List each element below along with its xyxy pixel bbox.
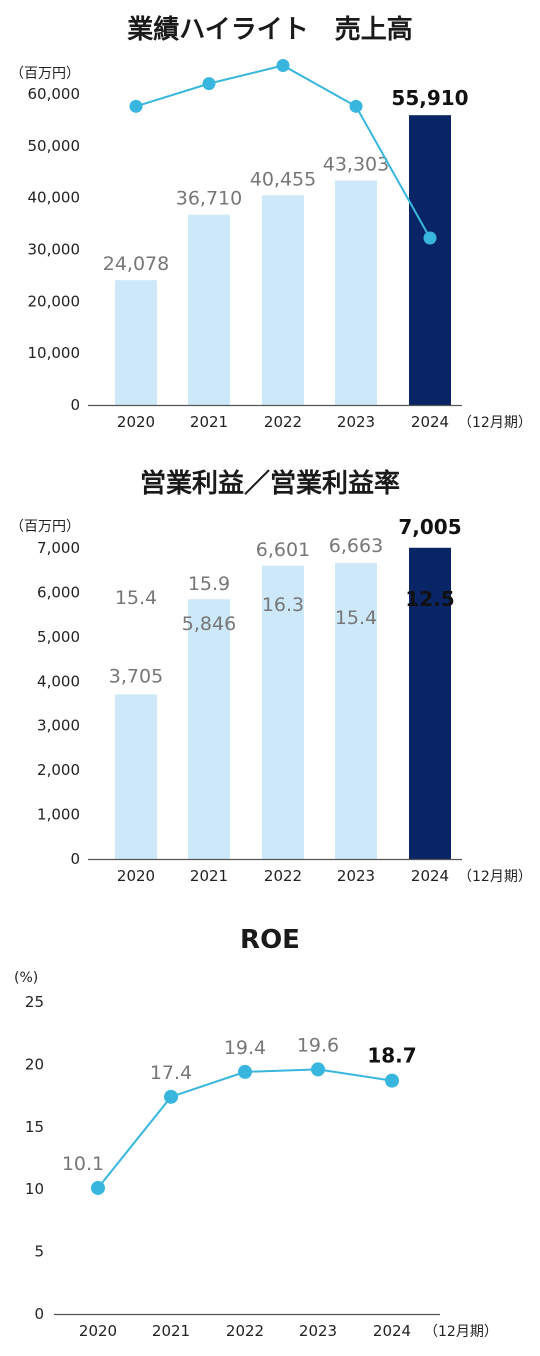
operating-margin-point: [349, 99, 363, 113]
roe-category-label: 2022: [226, 1322, 264, 1340]
sales-category-label: 2024: [411, 413, 449, 431]
operating-profit-category-label: 2022: [264, 867, 302, 885]
sales-chart-title: 業績ハイライト 売上高: [127, 14, 412, 45]
operating-profit-ytick-label: 2,000: [37, 761, 80, 779]
sales-ytick-label: 60,000: [28, 85, 81, 103]
operating-profit-unit-label: （百万円）: [10, 519, 80, 535]
operating-margin-label: 12.5: [405, 587, 454, 611]
operating-margin-point: [276, 58, 290, 72]
operating-margin-point: [202, 77, 216, 91]
sales-ytick-label: 20,000: [28, 292, 81, 310]
roe-ytick-label: 0: [34, 1305, 44, 1323]
roe-value-label: 18.7: [367, 1044, 416, 1068]
sales-value-label: 55,910: [391, 86, 468, 110]
sales-bar-2021: [188, 214, 230, 405]
operating-profit-bar-2020: [115, 694, 157, 859]
sales-chart: 業績ハイライト 売上高 （百万円） （12月期） 0 10,000 20,000 30…: [10, 14, 532, 431]
roe-value-label: 19.4: [224, 1037, 266, 1059]
sales-category-label: 2022: [264, 413, 302, 431]
roe-point: [238, 1064, 252, 1079]
operating-profit-value-label: 3,705: [109, 665, 163, 687]
operating-profit-category-label: 2021: [190, 867, 228, 885]
operating-margin-point: [423, 231, 437, 245]
roe-chart-title: ROE: [240, 925, 300, 955]
sales-ytick-label: 50,000: [28, 137, 81, 155]
sales-value-label: 36,710: [176, 188, 242, 210]
operating-profit-value-label: 6,663: [329, 535, 383, 557]
operating-profit-ytick-label: 5,000: [37, 628, 80, 646]
sales-period-label: （12月期）: [458, 415, 532, 431]
operating-margin-point: [129, 99, 143, 113]
roe-ytick-label: 20: [25, 1055, 44, 1073]
operating-profit-value-label: 6,601: [256, 539, 310, 561]
sales-ytick-label: 0: [70, 396, 80, 414]
roe-category-label: 2021: [152, 1322, 190, 1340]
roe-point: [91, 1180, 105, 1195]
operating-profit-bar-2024: [409, 547, 451, 859]
roe-category-label: 2020: [79, 1322, 117, 1340]
operating-margin-label: 15.4: [335, 607, 377, 629]
operating-profit-ytick-label: 4,000: [37, 672, 80, 690]
operating-profit-ytick-label: 7,000: [37, 539, 80, 557]
operating-profit-ytick-label: 6,000: [37, 583, 80, 601]
operating-profit-period-label: （12月期）: [458, 869, 532, 885]
operating-profit-value-label: 5,846: [182, 613, 236, 635]
operating-profit-category-label: 2020: [117, 867, 155, 885]
sales-unit-label: （百万円）: [10, 66, 80, 82]
roe-line: [97, 1068, 393, 1189]
roe-unit-label: (%): [14, 970, 38, 986]
roe-ytick-label: 15: [25, 1118, 44, 1136]
operating-profit-bar-2022: [262, 565, 304, 859]
roe-point: [385, 1073, 399, 1088]
operating-profit-ytick-label: 1,000: [37, 806, 80, 824]
sales-value-label: 43,303: [323, 154, 389, 176]
roe-ytick-label: 25: [25, 993, 44, 1011]
operating-margin-label: 15.9: [188, 573, 230, 595]
operating-profit-bar-2021: [188, 599, 230, 859]
sales-category-label: 2021: [190, 413, 228, 431]
operating-profit-ytick-label: 3,000: [37, 717, 80, 735]
operating-profit-category-label: 2024: [411, 867, 449, 885]
operating-profit-chart-title: 営業利益／営業利益率: [140, 468, 400, 499]
operating-profit-ytick-label: 0: [70, 850, 80, 868]
sales-category-label: 2020: [117, 413, 155, 431]
roe-value-label: 17.4: [150, 1062, 192, 1084]
operating-profit-bar-2023: [335, 562, 377, 859]
roe-chart: ROE (%) （12月期） 0 5 10 15 20 25 2020 2021 2022 202…: [14, 925, 498, 1340]
sales-ytick-label: 10,000: [28, 344, 81, 362]
sales-bar-2020: [115, 280, 157, 405]
roe-value-label: 19.6: [297, 1034, 339, 1056]
sales-bar-2024: [409, 115, 451, 406]
roe-ytick-label: 5: [34, 1243, 44, 1261]
roe-ytick-label: 10: [25, 1180, 44, 1198]
sales-category-label: 2023: [337, 413, 375, 431]
sales-ytick-label: 40,000: [28, 189, 81, 207]
roe-category-label: 2024: [373, 1322, 411, 1340]
operating-margin-label: 16.3: [262, 594, 304, 616]
sales-bar-2022: [262, 195, 304, 405]
operating-profit-category-label: 2023: [337, 867, 375, 885]
sales-value-label: 40,455: [250, 168, 316, 190]
sales-ytick-label: 30,000: [28, 241, 81, 259]
operating-margin-label: 15.4: [115, 587, 157, 609]
sales-value-label: 24,078: [103, 253, 169, 275]
roe-value-label: 10.1: [62, 1153, 104, 1175]
roe-point: [311, 1062, 325, 1077]
sales-bar-2023: [335, 180, 377, 405]
roe-category-label: 2023: [299, 1322, 337, 1340]
roe-period-label: （12月期）: [424, 1324, 498, 1340]
operating-profit-value-label: 7,005: [398, 515, 461, 539]
operating-profit-chart: 営業利益／営業利益率 （百万円） （12月期） 0 1,000 2,000 3,000…: [10, 58, 532, 885]
roe-point: [164, 1089, 178, 1104]
